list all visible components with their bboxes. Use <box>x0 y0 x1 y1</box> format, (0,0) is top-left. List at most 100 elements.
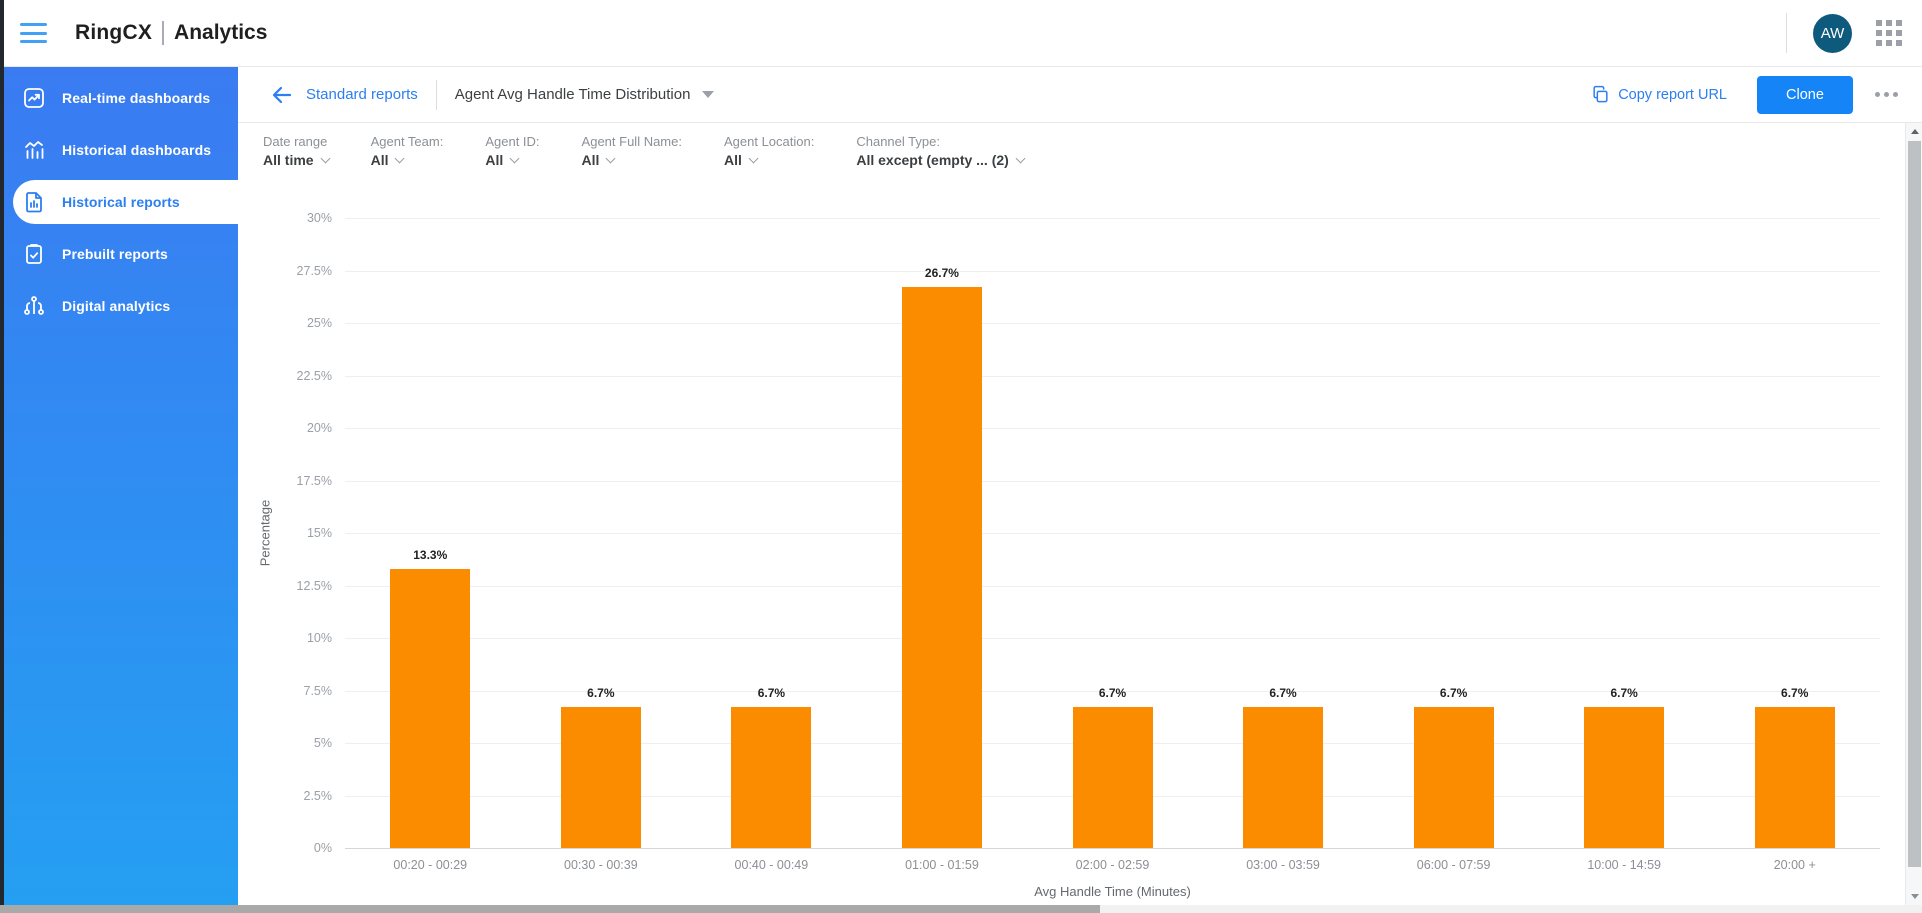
brand-name: RingCX <box>75 21 153 44</box>
sidebar-item-real-time-dashboards[interactable]: Real-time dashboards <box>0 72 238 124</box>
bar-value-label: 6.7% <box>1781 686 1809 701</box>
x-tick-label: 06:00 - 07:59 <box>1416 858 1491 872</box>
y-tick-label: 22.5% <box>296 368 332 383</box>
copy-icon <box>1593 85 1608 103</box>
bars-trend-icon <box>22 138 46 162</box>
window-left-edge <box>0 0 4 913</box>
gridline <box>345 585 1880 587</box>
bar-value-label: 13.3% <box>413 547 448 562</box>
bar-value-label: 6.7% <box>1610 686 1638 701</box>
sidebar-item-historical-dashboards[interactable]: Historical dashboards <box>0 124 238 176</box>
sidebar-item-prebuilt-reports[interactable]: Prebuilt reports <box>0 228 238 280</box>
bar-value-label: 6.7% <box>587 686 615 701</box>
x-tick-label: 00:30 - 00:39 <box>563 858 638 872</box>
copy-report-url-button[interactable]: Copy report URL <box>1591 85 1727 104</box>
y-tick-label: 10% <box>306 631 332 645</box>
chart-bar <box>1754 707 1835 848</box>
vertical-scrollbar-thumb[interactable] <box>1908 141 1921 867</box>
ellipsis-icon[interactable] <box>1873 86 1900 103</box>
chart-bar <box>390 568 471 848</box>
filter-label: Agent Full Name: <box>581 134 682 149</box>
product-name: Analytics <box>174 21 268 44</box>
filter-value: All <box>370 152 389 168</box>
y-tick-label: 17.5% <box>296 473 332 488</box>
chart-bar <box>1072 707 1153 848</box>
filter-agent-id[interactable]: Agent ID: All <box>485 134 539 168</box>
gridline <box>345 480 1880 482</box>
apps-grid-icon[interactable] <box>1874 18 1904 48</box>
filter-value: All time <box>263 152 314 168</box>
bar-value-label: 6.7% <box>1098 686 1127 701</box>
y-tick-label: 2.5% <box>303 788 333 803</box>
scroll-up-arrow-icon[interactable] <box>1906 123 1922 140</box>
filter-value: All <box>581 152 600 168</box>
horizontal-scrollbar[interactable] <box>0 905 1922 913</box>
standard-reports-link[interactable]: Standard reports <box>306 86 418 103</box>
chevron-down-icon <box>748 153 759 163</box>
y-tick-label: 20% <box>306 421 332 435</box>
vertical-scrollbar[interactable] <box>1905 123 1922 905</box>
y-tick-label: 5% <box>313 736 332 750</box>
chevron-down-icon <box>605 153 616 163</box>
topbar-divider <box>1786 13 1787 53</box>
clone-button[interactable]: Clone <box>1757 75 1853 114</box>
chart-bar <box>560 707 641 848</box>
y-tick-label: 30% <box>306 211 332 225</box>
gridline <box>345 323 1880 324</box>
chart-bar <box>1584 707 1665 848</box>
avatar[interactable]: AW <box>1813 13 1852 53</box>
filter-label: Agent ID: <box>485 134 540 149</box>
gridline <box>345 218 1880 219</box>
filter-label: Agent Team: <box>370 134 444 149</box>
filter-agent-full-name[interactable]: Agent Full Name: All <box>582 134 682 168</box>
x-tick-label: 00:20 - 00:29 <box>393 858 468 872</box>
gridline <box>345 690 1880 692</box>
sidebar-item-historical-reports[interactable]: Historical reports <box>0 176 238 228</box>
x-tick-label: 00:40 - 00:49 <box>734 858 809 872</box>
y-tick-label: 15% <box>306 526 332 540</box>
scroll-down-arrow-icon[interactable] <box>1906 888 1922 905</box>
report-title-dropdown[interactable]: Agent Avg Handle Time Distribution <box>455 86 715 103</box>
clipboard-check-icon <box>22 242 46 266</box>
gridline <box>345 638 1880 639</box>
copy-report-url-label: Copy report URL <box>1618 86 1727 103</box>
sidebar-item-digital-analytics[interactable]: Digital analytics <box>0 280 238 332</box>
bar-value-label: 6.7% <box>1439 686 1468 701</box>
y-tick-label: 25% <box>306 316 332 330</box>
filter-agent-team[interactable]: Agent Team: All <box>371 134 444 168</box>
filter-value: All <box>485 152 504 168</box>
y-tick-label: 7.5% <box>303 683 333 698</box>
gridline <box>345 533 1880 534</box>
chevron-down-icon <box>320 153 331 163</box>
filter-value: All except (empty ... (2) <box>856 152 1009 168</box>
bar-value-label: 6.7% <box>757 686 786 701</box>
filter-label: Channel Type: <box>856 134 940 149</box>
report-title-text: Agent Avg Handle Time Distribution <box>454 86 691 103</box>
back-arrow-icon[interactable] <box>270 83 294 107</box>
hamburger-icon[interactable] <box>20 23 47 43</box>
report-document-icon <box>22 190 46 214</box>
filter-agent-location[interactable]: Agent Location: All <box>724 134 814 168</box>
gridline <box>345 428 1880 429</box>
filter-label: Agent Location: <box>723 134 815 149</box>
filter-value: All <box>723 152 742 168</box>
app-title: RingCX Analytics <box>75 21 267 45</box>
header-divider <box>435 79 437 110</box>
sidebar-item-label: Digital analytics <box>62 298 171 314</box>
circuit-icon <box>22 294 46 318</box>
bar-value-label: 6.7% <box>1269 686 1297 701</box>
y-axis-title: Percentage <box>257 499 273 567</box>
horizontal-scrollbar-thumb[interactable] <box>0 905 1100 913</box>
brand-divider <box>162 21 165 45</box>
chart-bar <box>1243 707 1324 848</box>
x-tick-label: 01:00 - 01:59 <box>905 858 979 872</box>
filter-date-range[interactable]: Date range All time <box>263 134 331 168</box>
plot-area: Percentage Avg Handle Time (Minutes) 0% 2… <box>258 211 1880 899</box>
filters-bar: Date range All time Agent Team: All Agen… <box>263 134 1026 168</box>
sidebar-item-label: Real-time dashboards <box>62 90 211 106</box>
y-tick-label: 27.5% <box>296 263 332 278</box>
x-tick-label: 02:00 - 02:59 <box>1075 858 1150 872</box>
x-tick-label: 20:00 + <box>1773 858 1816 872</box>
filter-channel-type[interactable]: Channel Type: All except (empty ... (2) <box>856 134 1026 168</box>
x-tick-label: 10:00 - 14:59 <box>1587 858 1661 872</box>
